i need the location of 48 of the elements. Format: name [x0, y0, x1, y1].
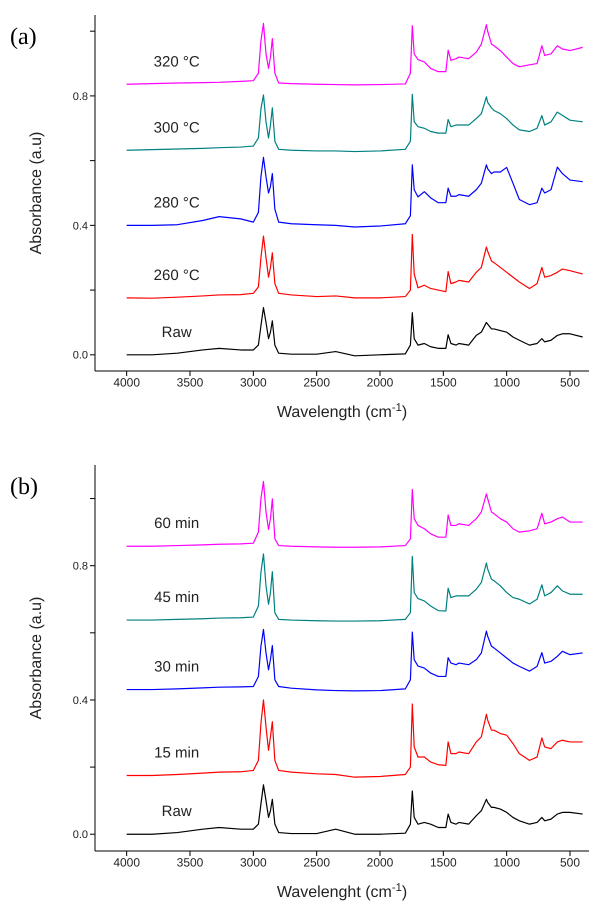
x-tick-label: 1500	[430, 376, 458, 390]
y-tick-label: 0.0	[72, 829, 88, 842]
series-label: 280 °C	[154, 194, 200, 212]
series-label: Raw	[162, 324, 192, 341]
line-series	[126, 553, 584, 622]
text: (a)	[10, 24, 37, 51]
x-tick-label: 4000	[113, 856, 140, 870]
x-tick-label: 4000	[113, 376, 140, 390]
line-series	[126, 699, 584, 778]
x-tick-label: 3500	[176, 856, 204, 870]
x-tick-label: 2000	[366, 856, 394, 870]
x-axis-title: Wavelenght (cm$^{-1}$)	[276, 882, 408, 901]
x-tick-label: 3500	[176, 376, 204, 390]
y-tick-label: 0.0	[72, 350, 88, 362]
line-series	[126, 784, 584, 835]
series-label: 320 °C	[154, 53, 200, 70]
x-tick-label: 1500	[430, 856, 458, 870]
y-axis-title: Absorbance (a.u)	[28, 596, 45, 720]
y-axis-title: Absorbance (a.u)	[28, 132, 45, 254]
y-tick-label: 0.4	[72, 694, 88, 707]
x-tick-label: 500	[560, 856, 580, 870]
line-series	[126, 480, 584, 548]
series-label: 260 °C	[154, 266, 200, 284]
line-series	[126, 156, 584, 228]
series-label: 30 min	[154, 658, 200, 676]
x-tick-label: 2500	[303, 376, 330, 390]
x-axis-title: Wavelength (cm$^{-1}$)	[276, 402, 408, 421]
line-series	[126, 628, 584, 692]
x-tick-label: 3000	[240, 856, 268, 870]
line-series	[126, 306, 584, 356]
x-tick-label: 1000	[493, 856, 520, 870]
line-series	[126, 94, 584, 152]
y-tick-label: 0.4	[72, 220, 88, 232]
x-tick-label: 2500	[303, 856, 330, 870]
line-series	[126, 234, 584, 299]
series-label: 60 min	[154, 515, 200, 532]
text: (b)	[10, 474, 38, 501]
series-label: 45 min	[154, 589, 200, 606]
series-label: 300 °C	[154, 119, 200, 136]
x-tick-label: 500	[560, 376, 580, 390]
x-tick-label: 2000	[366, 376, 394, 390]
series-label: Raw	[162, 803, 192, 820]
x-tick-label: 3000	[240, 376, 268, 390]
y-tick-label: 0.8	[72, 560, 88, 573]
y-tick-label: 0.8	[72, 90, 88, 103]
x-tick-label: 1000	[493, 376, 520, 390]
line-series	[126, 22, 584, 86]
series-label: 15 min	[154, 744, 200, 762]
